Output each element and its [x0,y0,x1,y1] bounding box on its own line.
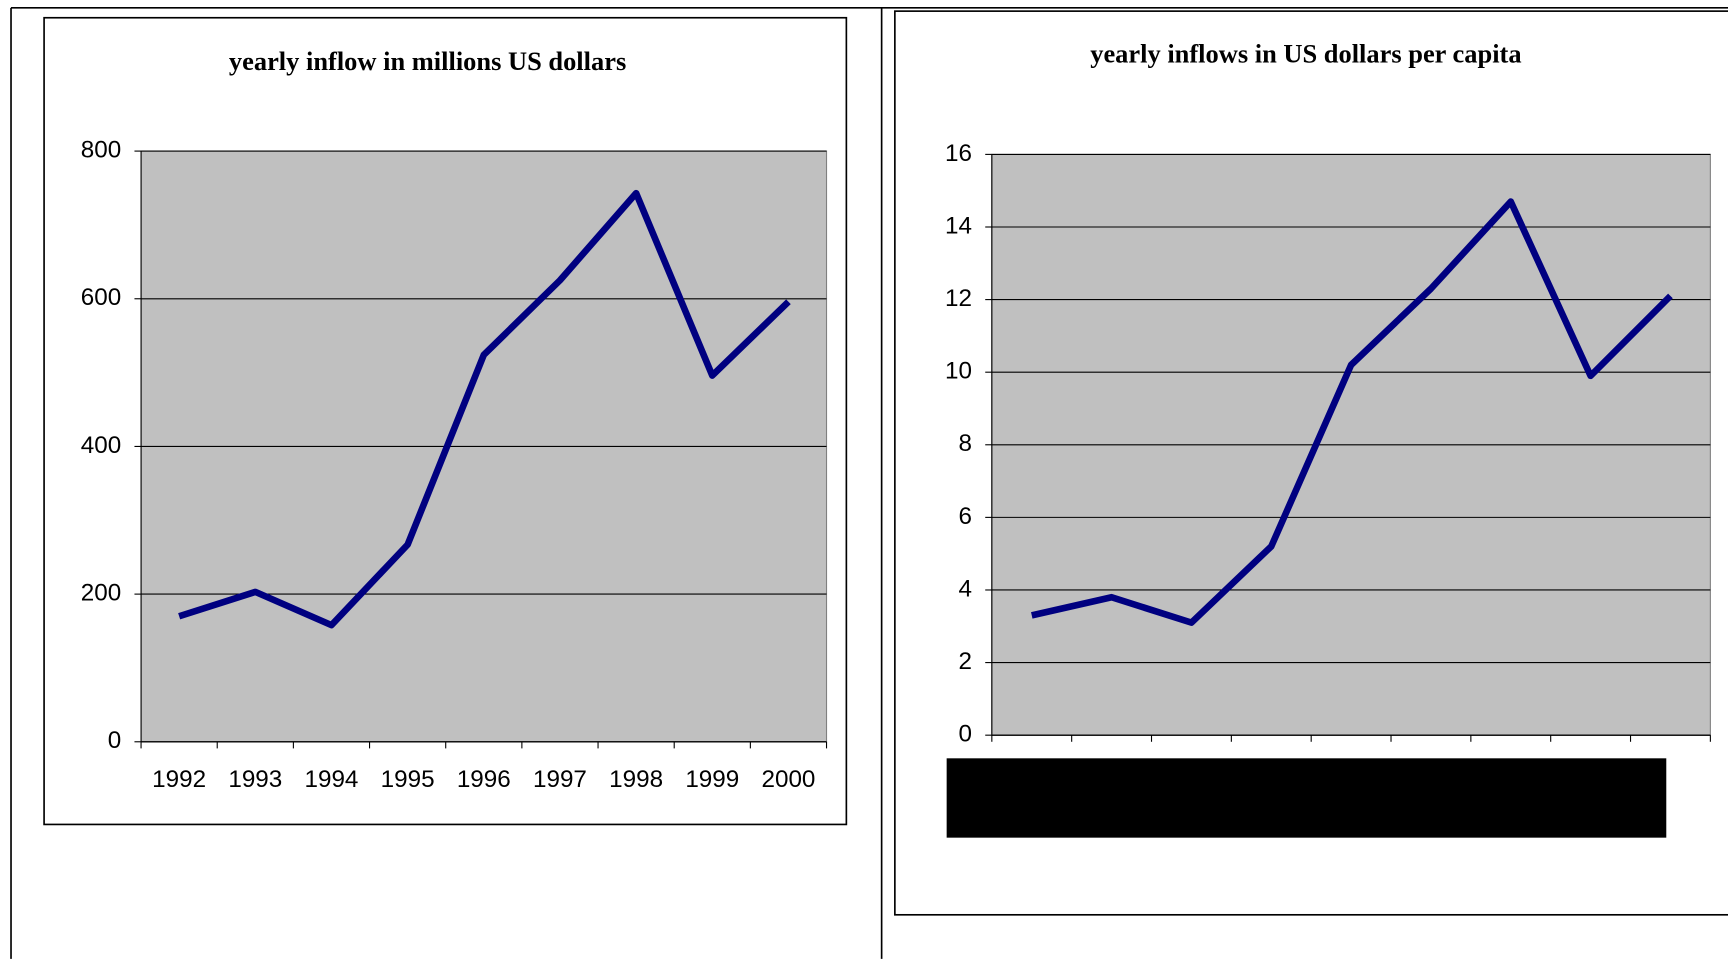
garbled-labels-image [946,758,1667,838]
y-tick-label: 14 [945,212,972,239]
x-tick-label: 2000 [761,766,815,793]
y-tick-label: 2 [959,648,972,675]
x-tick-label: 1997 [533,766,587,793]
chart-title: yearly inflows in US dollars per capita [1090,38,1521,68]
y-tick-label: 800 [81,136,121,163]
y-tick-label: 10 [945,358,972,385]
chart-title: yearly inflow in millions US dollars [229,46,626,76]
y-tick-label: 16 [945,140,972,167]
y-tick-label: 4 [959,575,972,602]
x-tick-label: 1995 [381,766,435,793]
y-tick-label: 0 [959,721,972,748]
y-tick-label: 600 [81,284,121,311]
x-tick-label: 1999 [685,766,739,793]
y-tick-label: 6 [959,503,972,530]
y-tick-label: 400 [81,432,121,459]
x-tick-label: 1993 [228,766,282,793]
data-line [1031,198,1673,626]
y-tick-label: 12 [945,285,972,312]
x-tick-label: 1992 [152,766,206,793]
y-tick-label: 0 [108,727,121,754]
data-line [178,189,791,629]
x-tick-label: 1998 [609,766,663,793]
x-tick-label: 1996 [457,766,511,793]
y-tick-label: 200 [81,580,121,607]
x-tick-label: 1994 [305,766,359,793]
frame [10,6,1728,959]
y-tick-label: 8 [959,430,972,457]
